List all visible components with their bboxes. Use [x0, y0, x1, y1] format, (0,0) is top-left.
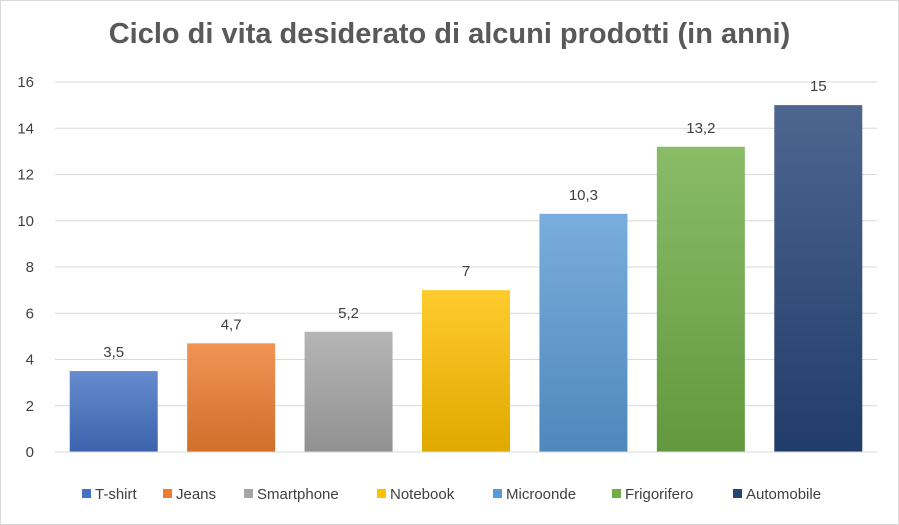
data-label: 15 [810, 78, 827, 95]
data-label: 13,2 [686, 120, 715, 137]
y-tick-label: 6 [26, 305, 34, 322]
y-tick-label: 4 [26, 352, 34, 369]
data-label: 3,5 [103, 344, 124, 361]
y-tick-label: 10 [17, 213, 34, 230]
legend-label: Frigorifero [625, 486, 693, 503]
legend-swatch [163, 489, 172, 498]
data-label: 5,2 [338, 305, 359, 322]
data-label: 10,3 [569, 187, 598, 204]
legend-label: Automobile [746, 486, 821, 503]
y-tick-label: 16 [17, 74, 34, 91]
legend-swatch [493, 489, 502, 498]
data-label: 7 [462, 263, 470, 280]
bar-t-shirt [69, 371, 158, 452]
y-tick-label: 14 [17, 120, 34, 137]
legend-swatch [82, 489, 91, 498]
legend-label: Jeans [176, 486, 216, 503]
legend-swatch [733, 489, 742, 498]
legend-swatch [612, 489, 621, 498]
legend-label: Microonde [506, 486, 576, 503]
legend-label: Smartphone [257, 486, 339, 503]
y-tick-label: 12 [17, 167, 34, 184]
chart-title: Ciclo di vita desiderato di alcuni prodo… [108, 18, 791, 50]
bar-notebook [422, 290, 510, 452]
legend-label: T-shirt [95, 486, 138, 503]
bar-automobile [774, 105, 863, 452]
legend-swatch [377, 489, 386, 498]
legend-swatch [244, 489, 253, 498]
bar-frigorifero [656, 146, 745, 452]
bar-jeans [187, 343, 276, 452]
bar-microonde [539, 213, 628, 452]
legend-label: Notebook [390, 486, 455, 503]
y-tick-label: 0 [26, 444, 34, 461]
bar-smartphone [304, 331, 393, 452]
y-tick-label: 8 [26, 259, 34, 276]
y-tick-label: 2 [26, 398, 34, 415]
data-label: 4,7 [221, 316, 242, 333]
